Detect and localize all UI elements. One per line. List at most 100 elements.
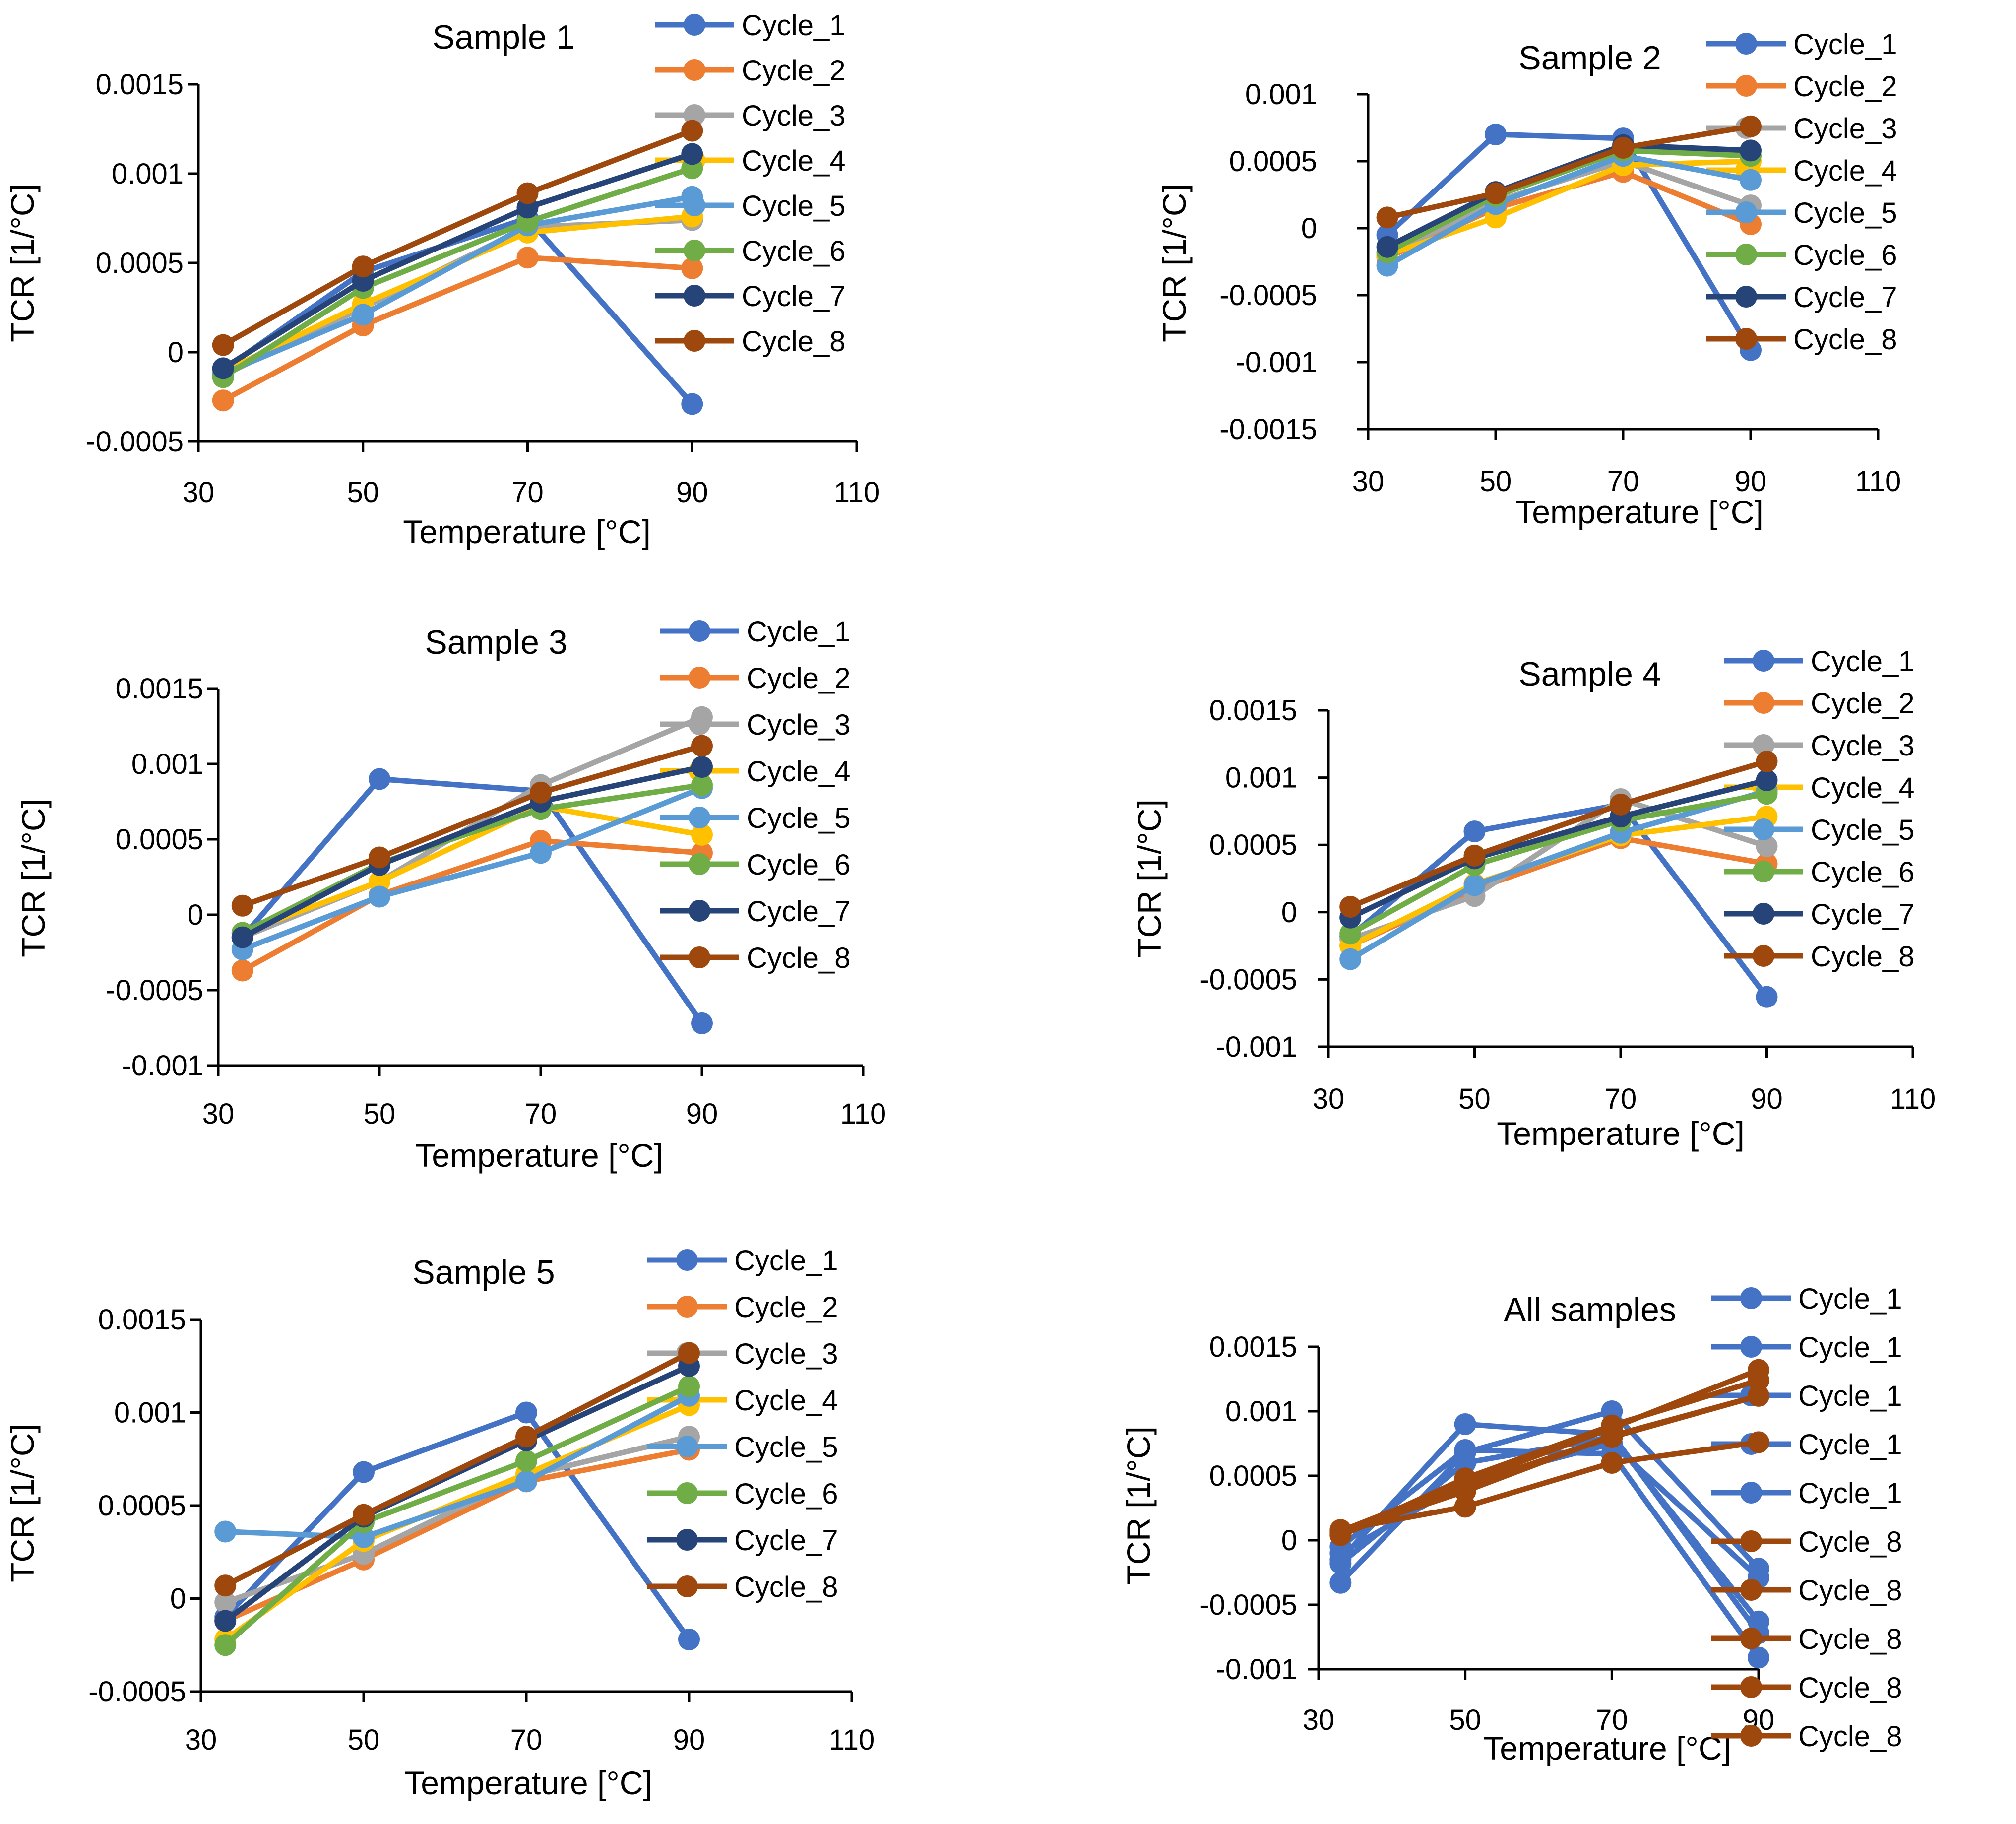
legend-entry: Cycle_1 bbox=[1711, 1380, 1902, 1412]
data-point bbox=[1454, 1442, 1476, 1464]
legend-marker bbox=[676, 1296, 698, 1318]
series-line bbox=[1386, 153, 1752, 268]
y-axis-label: TCR [1/°C] bbox=[1156, 184, 1193, 342]
legend-label: Cycle_1 bbox=[734, 1245, 838, 1277]
legend-label: Cycle_2 bbox=[742, 55, 846, 87]
legend-marker bbox=[1740, 1482, 1762, 1504]
legend-entry: Cycle_2 bbox=[660, 662, 851, 694]
series-cycle-8 bbox=[1329, 1359, 1769, 1542]
chart-3: Sample 3 -0.001 -0.0005 0 0.0005 0.001 0.0015 3… bbox=[15, 616, 886, 1174]
y-tick-label: 0.0005 bbox=[1209, 829, 1297, 861]
data-point bbox=[1740, 139, 1762, 162]
data-point bbox=[530, 842, 552, 864]
legend-marker bbox=[1735, 201, 1757, 223]
series-line bbox=[1385, 131, 1753, 352]
x-tick-label: 50 bbox=[1480, 465, 1512, 498]
legend-label: Cycle_4 bbox=[747, 755, 851, 788]
data-point bbox=[516, 247, 539, 269]
x-tick-label: 90 bbox=[676, 476, 708, 508]
legend-marker bbox=[684, 240, 705, 261]
data-point bbox=[681, 143, 703, 165]
x-tick-label: 30 bbox=[1303, 1704, 1335, 1736]
y-tick-label: 0.001 bbox=[1225, 762, 1297, 794]
series-line bbox=[223, 1410, 692, 1641]
legend-label: Cycle_8 bbox=[1798, 1574, 1902, 1607]
data-point bbox=[353, 1504, 375, 1526]
legend-entry: Cycle_7 bbox=[660, 895, 851, 928]
data-point bbox=[1454, 1471, 1476, 1493]
legend-marker bbox=[1740, 1579, 1762, 1601]
series-cycle-5 bbox=[214, 1384, 700, 1548]
x-tick-label: 30 bbox=[202, 1098, 235, 1130]
y-tick-label: 0.0015 bbox=[98, 1304, 186, 1336]
x-tick-label: 50 bbox=[364, 1098, 396, 1130]
y-tick-label: 0 bbox=[1281, 896, 1297, 929]
data-point bbox=[1740, 115, 1762, 137]
y-axis-label: TCR [1/°C] bbox=[4, 1424, 41, 1582]
data-point bbox=[1748, 1610, 1769, 1633]
legend-marker bbox=[689, 946, 710, 968]
y-tick-label: 0.0005 bbox=[1209, 1460, 1297, 1492]
series-cycle-3 bbox=[214, 1426, 700, 1613]
data-point bbox=[1485, 124, 1507, 145]
legend-entry: Cycle_1 bbox=[1711, 1477, 1902, 1510]
y-tick-label: 0.0015 bbox=[1209, 1331, 1297, 1363]
data-point bbox=[1329, 1572, 1352, 1594]
legend-entry: Cycle_7 bbox=[647, 1524, 838, 1557]
x-tick-label: 50 bbox=[347, 476, 379, 508]
data-point bbox=[214, 1610, 237, 1632]
legend-entry: Cycle_5 bbox=[1724, 814, 1915, 846]
legend-entry: Cycle_1 bbox=[1724, 645, 1915, 678]
series-cycle-4 bbox=[212, 205, 703, 383]
data-point bbox=[691, 756, 713, 778]
series-line bbox=[223, 1384, 691, 1647]
legend-label: Cycle_6 bbox=[1793, 239, 1897, 271]
x-tick-label: 110 bbox=[840, 1098, 886, 1130]
y-tick-label: 0.0015 bbox=[116, 673, 203, 705]
legend-marker bbox=[1735, 244, 1757, 265]
data-point bbox=[369, 871, 390, 893]
data-point bbox=[1485, 182, 1507, 204]
x-tick-label: 50 bbox=[1449, 1704, 1481, 1736]
legend-entry: Cycle_3 bbox=[647, 1338, 838, 1370]
legend-label: Cycle_3 bbox=[1793, 113, 1897, 145]
data-point bbox=[681, 120, 703, 142]
y-axis-label: TCR [1/°C] bbox=[4, 184, 41, 342]
legend-marker bbox=[1753, 903, 1774, 925]
series-line bbox=[1340, 1439, 1759, 1533]
data-point bbox=[352, 255, 374, 278]
legend-marker bbox=[1740, 1287, 1762, 1309]
series-line bbox=[221, 151, 693, 371]
legend-marker bbox=[1740, 1725, 1762, 1747]
y-tick-label: -0.001 bbox=[122, 1050, 203, 1082]
legend-marker bbox=[689, 853, 710, 875]
data-point bbox=[214, 1634, 237, 1656]
series-cycle-2 bbox=[212, 247, 703, 412]
legend-label: Cycle_5 bbox=[742, 190, 846, 222]
y-tick-label: 0.0005 bbox=[116, 823, 203, 856]
y-tick-label: -0.001 bbox=[1216, 1653, 1297, 1686]
legend-entry: Cycle_7 bbox=[1706, 281, 1897, 314]
legend-entry: Cycle_8 bbox=[647, 1571, 838, 1603]
data-point bbox=[1463, 844, 1486, 867]
legend-label: Cycle_7 bbox=[1811, 898, 1915, 931]
y-axis-label: TCR [1/°C] bbox=[1131, 799, 1168, 958]
y-axis-label: TCR [1/°C] bbox=[15, 799, 52, 957]
legend-label: Cycle_2 bbox=[1811, 688, 1915, 720]
data-point bbox=[1748, 1431, 1769, 1453]
data-point bbox=[1612, 137, 1634, 159]
legend-entry: Cycle_6 bbox=[1724, 856, 1915, 888]
series-line bbox=[1349, 777, 1767, 920]
data-point bbox=[353, 1461, 375, 1483]
legend-label: Cycle_8 bbox=[1798, 1720, 1902, 1753]
legend-label: Cycle_4 bbox=[1793, 155, 1897, 187]
data-point bbox=[231, 926, 253, 948]
series-line bbox=[1386, 124, 1751, 220]
legend-label: Cycle_4 bbox=[1811, 772, 1915, 804]
legend-label: Cycle_6 bbox=[742, 235, 846, 267]
y-tick-label: 0 bbox=[1281, 1524, 1297, 1557]
legend-label: Cycle_7 bbox=[742, 280, 846, 313]
series-line bbox=[1349, 758, 1768, 910]
legend-marker bbox=[684, 194, 705, 216]
